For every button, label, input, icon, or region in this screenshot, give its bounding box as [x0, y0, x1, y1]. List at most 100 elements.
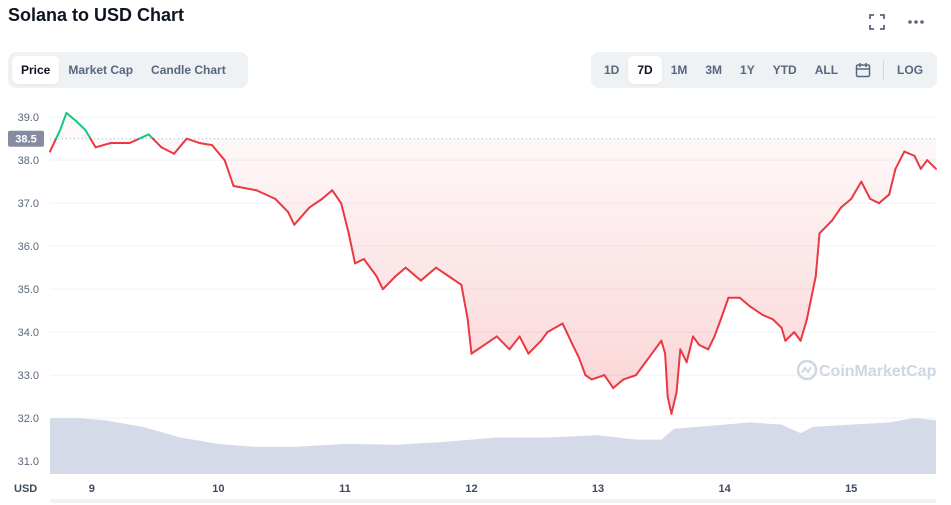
- price-line-segment: [814, 232, 821, 278]
- volume-area-path: [50, 418, 936, 474]
- price-line-segment: [59, 111, 68, 132]
- price-line-segment: [362, 258, 378, 278]
- range-3m[interactable]: 3M: [705, 63, 723, 77]
- price-line-segment: [675, 348, 682, 394]
- watermark: CoinMarketCap: [796, 359, 937, 381]
- price-line-segment: [698, 344, 710, 351]
- price-line-segment: [138, 133, 150, 140]
- price-line-segment: [664, 352, 669, 398]
- below-reference-fill: [50, 112, 936, 414]
- price-line-segment: [331, 189, 343, 205]
- range-1y[interactable]: 1Y: [740, 63, 755, 77]
- price-line-segment: [926, 159, 937, 170]
- price-line-segment: [94, 141, 112, 149]
- price-line-segment: [435, 266, 450, 278]
- price-line-segment: [799, 318, 808, 342]
- price-line-segment: [840, 197, 853, 209]
- fullscreen-icon[interactable]: [865, 10, 889, 34]
- price-line-segment: [641, 356, 650, 368]
- price-line-segment: [49, 137, 58, 153]
- tab-market-cap[interactable]: Market Cap: [68, 63, 134, 77]
- price-line-segment: [805, 275, 817, 321]
- y-tick-label: 38.0: [18, 155, 39, 167]
- price-line-segment: [670, 391, 678, 415]
- price-line-segment: [419, 266, 438, 282]
- price-line: [49, 111, 937, 415]
- currency-label: USD: [14, 483, 37, 495]
- price-line-segment: [666, 395, 673, 415]
- price-fill: [50, 112, 936, 414]
- axes: 31.0 32.0 33.0 34.0 35.0 36.0 37.0 38.0 39.0 9 10 1…: [14, 112, 936, 503]
- tab-price[interactable]: Price: [12, 56, 60, 84]
- price-line-segment: [647, 339, 663, 359]
- price-line-segment: [771, 318, 783, 329]
- log-toggle[interactable]: LOG: [897, 63, 924, 77]
- chart-type-tabs: Price Market Cap Candle Chart: [8, 52, 248, 88]
- scrollbar: [50, 499, 936, 503]
- price-line-segment: [470, 344, 486, 355]
- reference-line: 38.5: [8, 130, 936, 147]
- price-line-segment: [89, 137, 97, 149]
- price-line-segment: [518, 335, 530, 355]
- price-line-segment: [561, 322, 574, 347]
- price-line-segment: [784, 331, 796, 342]
- price-line-segment: [903, 150, 916, 157]
- price-line-segment: [375, 275, 384, 291]
- range-7d[interactable]: 7D: [628, 56, 662, 84]
- calendar-icon[interactable]: [847, 56, 879, 84]
- price-line-segment: [540, 331, 549, 342]
- price-line-segment: [888, 167, 897, 196]
- y-tick-label: 31.0: [18, 456, 39, 468]
- price-line-segment: [151, 137, 163, 149]
- price-line-segment: [738, 296, 751, 308]
- price-line-segment: [223, 159, 235, 187]
- price-line-segment: [321, 189, 334, 200]
- page-title: Solana to USD Chart: [8, 5, 185, 25]
- price-line-segment: [546, 322, 564, 334]
- price-line-segment: [347, 232, 357, 265]
- watermark-text: CoinMarketCap: [819, 363, 937, 380]
- price-line-segment: [340, 202, 350, 235]
- price-line-segment: [527, 339, 543, 355]
- price-line-segment: [707, 335, 716, 351]
- price-line-segment: [84, 129, 92, 140]
- coinmarketcap-icon: [796, 359, 818, 381]
- range-1d[interactable]: 1D: [604, 63, 620, 77]
- range-1m[interactable]: 1M: [670, 63, 688, 77]
- volume-area: [50, 418, 936, 474]
- price-line-segment: [761, 313, 774, 321]
- price-line-segment: [160, 146, 176, 155]
- price-line-segment: [274, 197, 289, 213]
- price-line-segment: [691, 335, 701, 347]
- price-line-segment: [869, 197, 881, 205]
- price-line-segment: [55, 129, 62, 140]
- price-line-segment: [919, 159, 929, 170]
- x-tick-label: 10: [212, 483, 224, 495]
- x-tick-label: 14: [719, 483, 732, 495]
- price-line-segment: [894, 150, 906, 170]
- price-line-segment: [495, 335, 511, 351]
- x-tick-label: 11: [339, 483, 351, 495]
- price-chart[interactable]: 38.5 CoinMarketCap 31.032.033.034.035.03…: [0, 100, 951, 505]
- price-line-segment: [584, 374, 593, 381]
- price-line-segment: [913, 154, 922, 170]
- price-line-segment: [147, 133, 154, 140]
- tab-candle-chart[interactable]: Candle Chart: [151, 63, 226, 77]
- x-tick-label: 15: [845, 483, 857, 495]
- price-line-segment: [185, 137, 201, 144]
- y-tick-label: 35.0: [18, 284, 39, 296]
- y-tick-label: 39.0: [18, 112, 39, 124]
- price-line-segment: [713, 318, 722, 338]
- price-line-segment: [793, 331, 802, 342]
- more-icon[interactable]: [904, 10, 928, 34]
- reference-badge: [8, 130, 44, 147]
- price-line-segment: [748, 305, 764, 316]
- price-line-segment: [354, 258, 365, 265]
- price-line-segment: [578, 356, 587, 377]
- price-line-segment: [65, 111, 78, 123]
- y-tick-label: 37.0: [18, 198, 39, 210]
- range-ytd[interactable]: YTD: [772, 63, 797, 77]
- price-line-segment: [198, 141, 214, 147]
- price-line-segment: [447, 275, 463, 286]
- range-all[interactable]: ALL: [814, 63, 839, 77]
